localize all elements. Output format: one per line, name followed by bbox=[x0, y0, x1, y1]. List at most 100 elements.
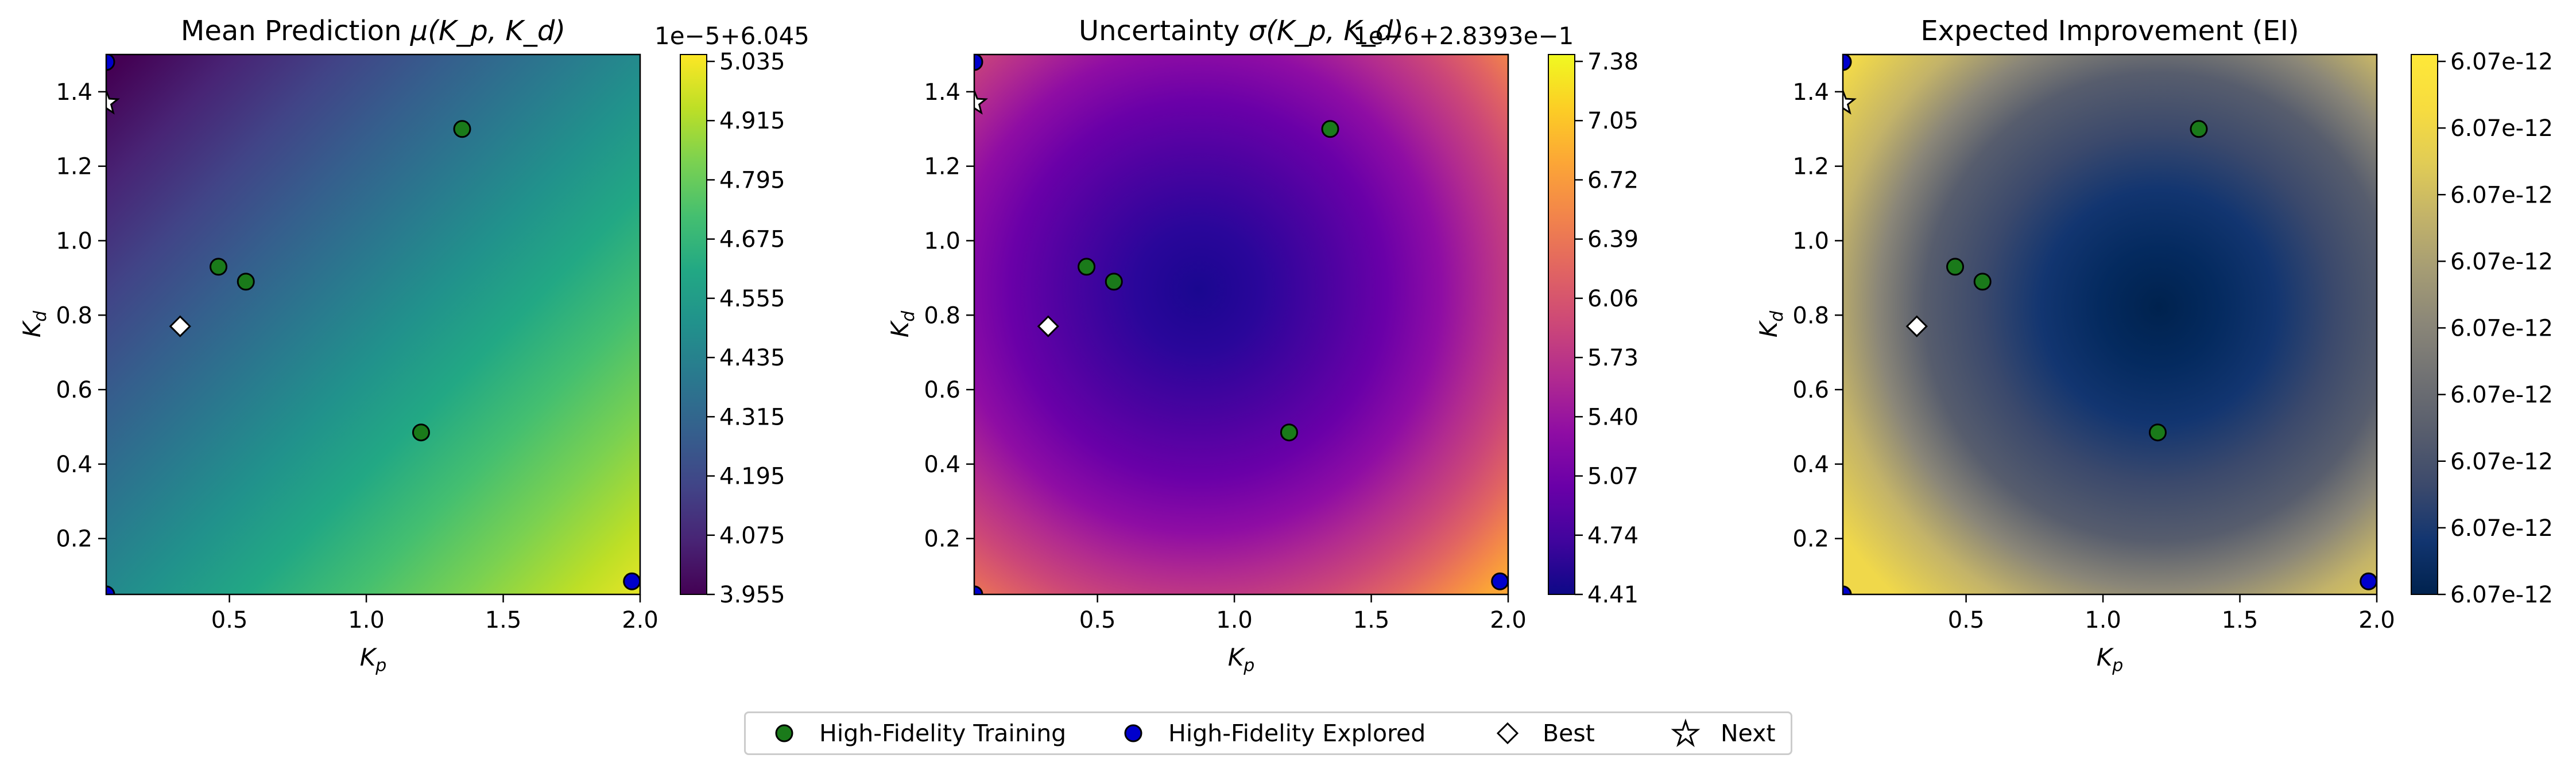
expected-improvement-panel: 0.5 1.0 1.5 2.0 0.2 0.4 0.6 0.8 1.0 1.2 1.4 Kp Kd… bbox=[1754, 15, 2553, 676]
training-point bbox=[1946, 258, 1965, 276]
training-point bbox=[1105, 273, 1123, 291]
legend: High-Fidelity Training High-Fidelity Exp… bbox=[744, 711, 1792, 755]
y-tick-label: 1.2 bbox=[1792, 154, 1829, 180]
x-ticks: 0.5 1.0 1.5 2.0 bbox=[1948, 594, 2395, 633]
y-tick-label: 0.2 bbox=[924, 526, 960, 553]
x-tick-label: 1.5 bbox=[485, 607, 522, 633]
y-tick-label: 0.2 bbox=[1792, 526, 1829, 553]
x-tick-label: 1.0 bbox=[1216, 607, 1253, 633]
ei-heatmap bbox=[1843, 55, 2377, 594]
explored-point bbox=[2360, 572, 2377, 590]
legend-label-explored: High-Fidelity Explored bbox=[1168, 719, 1426, 747]
training-point bbox=[1973, 273, 1992, 291]
legend-label-next: Next bbox=[1721, 719, 1776, 747]
y-tick-label: 0.8 bbox=[924, 302, 960, 329]
explored-point bbox=[623, 572, 640, 590]
colorbar-tick-label: 6.07e-12 bbox=[2450, 248, 2553, 275]
legend-label-best: Best bbox=[1543, 719, 1595, 747]
mean-heatmap bbox=[106, 55, 640, 594]
colorbar-tick-label: 6.07e-12 bbox=[2450, 382, 2553, 409]
colorbar-tick-label: 6.07e-12 bbox=[2450, 582, 2553, 608]
x-tick-label: 1.5 bbox=[1353, 607, 1390, 633]
colorbar-tick-label: 5.40 bbox=[1587, 404, 1638, 430]
legend-item-explored: High-Fidelity Explored bbox=[1118, 713, 1425, 753]
colorbar-tick-label: 6.07e-12 bbox=[2450, 316, 2553, 342]
x-tick-label: 2.0 bbox=[1490, 607, 1527, 633]
explored-point bbox=[974, 55, 983, 71]
colorbar-tick-label: 4.915 bbox=[719, 108, 785, 134]
y-ticks: 0.2 0.4 0.6 0.8 1.0 1.2 1.4 bbox=[924, 79, 974, 553]
explored-point bbox=[1843, 585, 1852, 594]
colorbar: 3.955 4.075 4.195 4.315 4.435 4.555 4.675 4.795… bbox=[654, 22, 809, 608]
markers bbox=[974, 55, 1508, 594]
colorbar-tick-label: 6.07e-12 bbox=[2450, 49, 2553, 75]
colorbar-tick-label: 4.075 bbox=[719, 523, 785, 549]
x-tick-label: 1.0 bbox=[348, 607, 385, 633]
y-tick-label: 1.4 bbox=[56, 79, 92, 106]
legend-item-training: High-Fidelity Training bbox=[769, 713, 1066, 753]
colorbar-tick-label: 5.035 bbox=[719, 49, 785, 75]
x-ticks: 0.5 1.0 1.5 2.0 bbox=[1079, 594, 1527, 633]
colorbar-tick-label: 5.07 bbox=[1587, 464, 1638, 490]
colorbar-tick-label: 4.315 bbox=[719, 404, 785, 430]
colorbar-tick-label: 6.07e-12 bbox=[2450, 115, 2553, 142]
training-point bbox=[453, 120, 471, 138]
explored-point bbox=[106, 585, 115, 594]
colorbar: 4.41 4.74 5.07 5.40 5.73 6.06 6.39 6.72 7.05 7.38… bbox=[1353, 22, 1638, 608]
x-tick-label: 1.0 bbox=[2085, 607, 2121, 633]
explored-point bbox=[974, 585, 983, 594]
explored-point bbox=[1491, 572, 1508, 590]
y-tick-label: 1.4 bbox=[924, 79, 960, 106]
y-tick-label: 0.8 bbox=[56, 302, 92, 329]
x-tick-label: 1.5 bbox=[2222, 607, 2259, 633]
green-circle-icon bbox=[775, 724, 793, 742]
colorbar-tick-label: 4.435 bbox=[719, 345, 785, 371]
training-point bbox=[1078, 258, 1096, 276]
best-point bbox=[1037, 315, 1059, 337]
legend-item-next: Next bbox=[1670, 713, 1776, 753]
next-point bbox=[1843, 88, 1857, 115]
training-point bbox=[1280, 423, 1298, 442]
y-tick-label: 1.2 bbox=[56, 154, 92, 180]
colorbar-tick-label: 4.795 bbox=[719, 167, 785, 193]
colorbar-offset: 1e−5+6.045 bbox=[654, 22, 809, 50]
star-icon bbox=[1671, 718, 1700, 748]
colorbar-tick-label: 3.955 bbox=[719, 582, 785, 608]
colorbar-tick-label: 7.38 bbox=[1587, 49, 1638, 75]
best-point bbox=[1905, 315, 1928, 337]
y-axis-label: Kd bbox=[1754, 310, 1787, 338]
training-point bbox=[210, 258, 228, 276]
colorbar-tick-label: 6.06 bbox=[1587, 286, 1638, 312]
colorbar-tick-label: 6.72 bbox=[1587, 167, 1638, 193]
training-point bbox=[2190, 120, 2208, 138]
y-axis-label: Kd bbox=[886, 310, 919, 338]
mean-prediction-panel: 0.5 1.0 1.5 2.0 0.2 0.4 0.6 0.8 1.0 1.2 1.4 Kp Kd… bbox=[18, 15, 809, 676]
training-point bbox=[1321, 120, 1339, 138]
y-tick-label: 0.2 bbox=[56, 526, 92, 553]
x-tick-label: 2.0 bbox=[622, 607, 658, 633]
y-tick-label: 0.4 bbox=[56, 452, 92, 478]
y-tick-label: 0.6 bbox=[56, 377, 92, 403]
colorbar-tick-label: 6.39 bbox=[1587, 227, 1638, 253]
x-axis-label: Kp bbox=[1228, 643, 1255, 676]
y-tick-label: 0.8 bbox=[1792, 302, 1829, 329]
next-point bbox=[106, 88, 120, 115]
colorbar: 6.07e-12 6.07e-12 6.07e-12 6.07e-12 6.07e-12… bbox=[2411, 49, 2553, 608]
y-tick-label: 1.0 bbox=[924, 228, 960, 254]
training-point bbox=[237, 273, 255, 291]
blue-circle-icon bbox=[1124, 724, 1142, 742]
explored-point bbox=[1843, 55, 1852, 71]
colorbar-tick-label: 6.07e-12 bbox=[2450, 449, 2553, 475]
uncertainty-heatmap bbox=[974, 55, 1508, 594]
colorbar-tick-label: 4.41 bbox=[1587, 582, 1638, 608]
y-tick-label: 1.4 bbox=[1792, 79, 1829, 106]
y-axis-label: Kd bbox=[18, 310, 51, 338]
colorbar-tick-label: 4.74 bbox=[1587, 523, 1638, 549]
explored-point bbox=[106, 55, 115, 71]
colorbar-tick-label: 7.05 bbox=[1587, 108, 1638, 134]
colorbar-tick-label: 4.195 bbox=[719, 464, 785, 490]
x-ticks: 0.5 1.0 1.5 2.0 bbox=[211, 594, 658, 633]
y-tick-label: 1.2 bbox=[924, 154, 960, 180]
x-axis-label: Kp bbox=[2097, 643, 2124, 676]
next-point bbox=[974, 88, 988, 115]
